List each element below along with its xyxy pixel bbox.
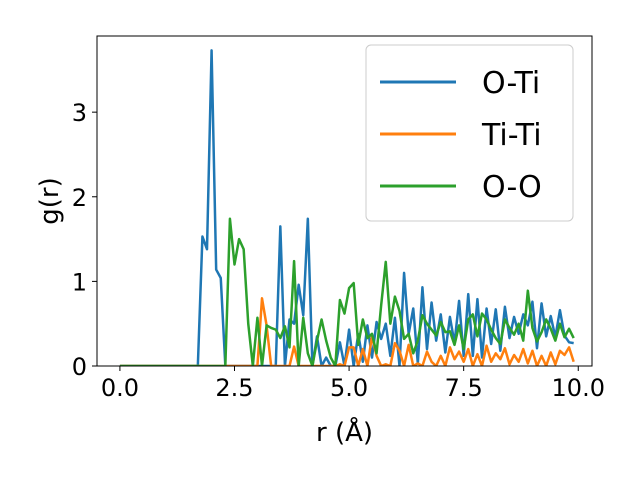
y-tick-label: 1 <box>72 268 87 296</box>
series-line-ti-ti <box>119 297 575 366</box>
x-tick-label: 7.5 <box>445 374 483 402</box>
y-axis-label: g(r) <box>35 177 65 224</box>
legend-box <box>365 44 574 222</box>
legend-label-o-ti: O-Ti <box>482 66 540 101</box>
legend-label-ti-ti: Ti-Ti <box>481 118 542 153</box>
x-tick-label: 0.0 <box>101 374 139 402</box>
y-tick-label: 0 <box>72 353 87 381</box>
x-axis-label: r (Å) <box>316 416 373 448</box>
y-tick-label: 2 <box>72 184 87 212</box>
series-line-o-o <box>119 217 575 366</box>
x-tick-label: 2.5 <box>215 374 253 402</box>
x-tick-label: 5.0 <box>330 374 368 402</box>
x-tick-label: 10.0 <box>552 374 605 402</box>
legend-label-o-o: O-O <box>482 170 542 205</box>
y-tick-label: 3 <box>72 99 87 127</box>
series-line-o-ti <box>119 49 574 366</box>
plot-frame <box>96 35 593 367</box>
